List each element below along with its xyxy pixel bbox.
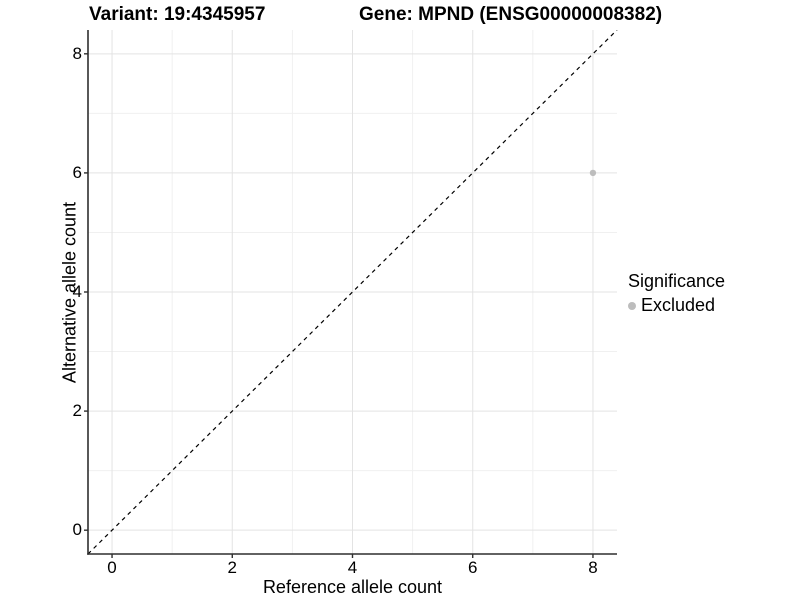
x-tick-label: 0: [107, 558, 117, 577]
legend-key-dot-icon: [628, 301, 636, 310]
legend: Significance Excluded: [628, 271, 725, 316]
data-point: [589, 169, 597, 177]
y-tick-label: 8: [72, 43, 82, 63]
legend-title: Significance: [628, 271, 726, 291]
y-tick-label: 0: [72, 520, 82, 540]
legend-item-label: Excluded: [641, 295, 716, 315]
x-tick-label: 2: [227, 558, 237, 577]
x-tick-label: 6: [467, 558, 478, 577]
x-axis-title: Reference allele count: [262, 577, 443, 597]
y-tick-label: 2: [72, 401, 82, 421]
legend-item-excluded: Excluded: [628, 295, 725, 316]
plot-title-variant: Variant: 19:4345957: [89, 4, 266, 25]
y-tick-label: 6: [72, 162, 82, 182]
plot-panel: [84, 30, 618, 558]
plot-title-gene: Gene: MPND (ENSG00000008382): [359, 4, 663, 25]
x-tick-label: 4: [347, 558, 358, 577]
y-axis-title: Alternative allele count: [59, 201, 80, 384]
y-tick-label: 4: [72, 282, 82, 301]
x-tick-label: 8: [588, 558, 598, 577]
